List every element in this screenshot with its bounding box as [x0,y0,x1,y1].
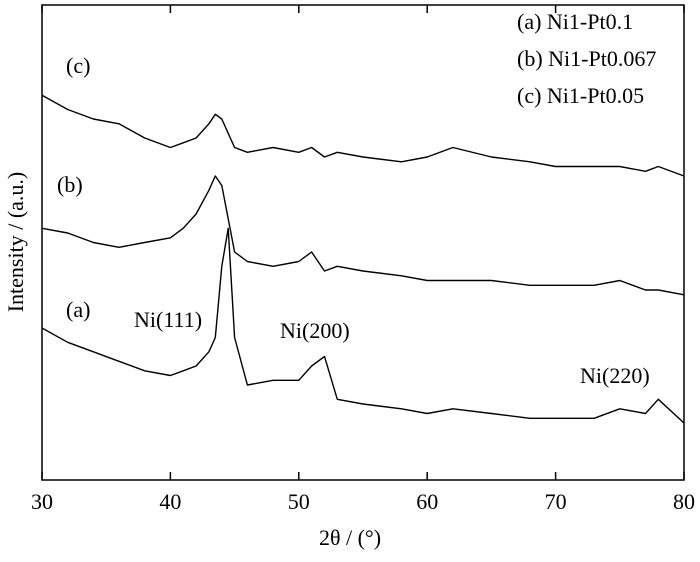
series-line [41,94,685,177]
x-tick-label: 50 [288,489,310,514]
x-axis-label: 2θ / (°) [319,525,381,550]
y-axis-label: Intensity / (a.u.) [3,172,28,313]
plot-frame [41,4,685,481]
series-line [41,175,685,296]
peak-annotation: Ni(200) [280,318,350,343]
series-line [41,227,685,424]
x-tick-label: 80 [673,489,695,514]
curve-label: (a) [66,297,90,322]
x-tick-label: 60 [416,489,438,514]
x-tick-label: 30 [31,489,53,514]
curve-label: (c) [66,53,90,78]
x-tick-label: 40 [159,489,181,514]
legend-entry: (b) Ni1-Pt0.067 [517,46,656,71]
peak-annotation: Ni(111) [134,307,202,332]
legend-entry: (c) Ni1-Pt0.05 [517,83,644,108]
curve-label: (b) [57,172,83,197]
x-tick-label: 70 [545,489,567,514]
legend-entry: (a) Ni1-Pt0.1 [517,9,633,34]
peak-annotation: Ni(220) [580,363,650,388]
